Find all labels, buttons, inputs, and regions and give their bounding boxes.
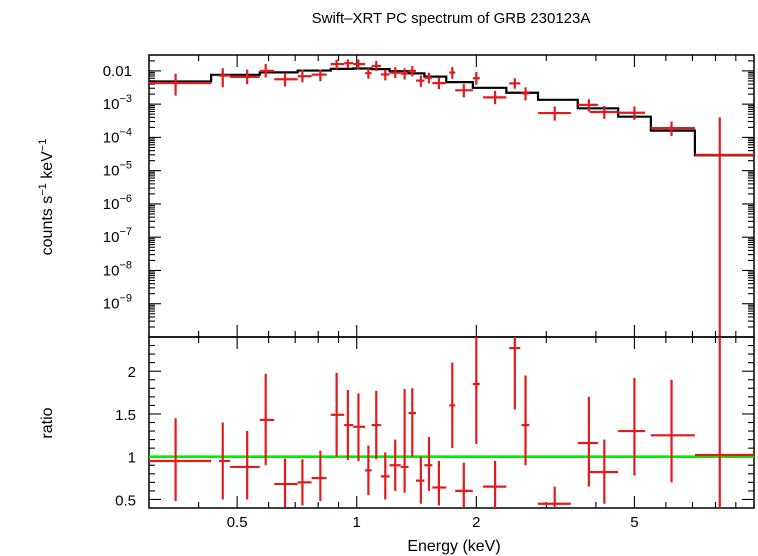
spectrum-y-tick-label: 10−3 [103,93,132,113]
ratio-data-point [230,431,260,500]
spectrum-data-point [274,73,298,87]
spectrum-y-tick-label: 10−7 [103,226,132,246]
spectrum-y-tick-label: 10−9 [103,293,132,313]
ratio-y-tick-label: 1.5 [115,407,136,424]
spectrum-data-point [149,73,212,96]
spectrum-data-point [455,84,473,98]
ratio-data-point [424,437,433,491]
ratio-data-point [365,445,372,496]
ratio-y-axis-label: ratio [39,407,56,438]
x-tick-label: 2 [472,514,480,531]
ratio-data-point [274,458,298,508]
spectrum-data-point [408,66,417,77]
spectrum-y-axis-label: counts s−1 keV−1 [37,139,56,256]
spectrum-y-tick-label: 0.01 [103,63,132,80]
x-tick-label: 0.5 [227,514,248,531]
spectrum-data-point [311,69,327,82]
ratio-data-point [618,378,646,476]
spectrum-data-point [365,68,372,79]
ratio-data-point [416,456,425,504]
spectrum-data-point [416,75,425,87]
spectrum-data-point [449,67,456,79]
x-axis-label: Energy (keV) [407,538,500,555]
spectrum-panel-frame [148,54,755,338]
ratio-data-point [432,460,447,506]
spectrum-data-point [389,67,401,79]
spectrum-data-point [618,106,646,120]
spectrum-data-point [509,78,521,89]
ratio-data-point [259,373,275,466]
ratio-data-point [483,460,507,508]
ratio-data-point [521,375,530,466]
ratio-data-point [149,418,212,502]
ratio-data-point [455,462,473,508]
spectrum-data-point [344,59,354,69]
spectrum-data-point [521,87,530,101]
spectrum-data-point [472,71,480,85]
ratio-data-point [311,450,327,502]
ratio-data-point [694,337,754,508]
spectrum-data-point [371,60,381,72]
x-tick-label: 1 [353,514,361,531]
ratio-data-point [380,452,390,500]
spectrum-data-point [424,72,433,84]
spectrum-y-tick-label: 10−5 [103,160,132,180]
ratio-data-point [389,439,401,491]
ratio-panel: 0.5 1 2 5 0.5 1 1.5 2 [115,336,755,531]
spectrum-data-point [297,69,312,83]
chart-title: Swift–XRT PC spectrum of GRB 230123A [312,10,591,27]
spectrum-data-point [330,59,345,70]
ratio-data-point [650,379,695,483]
ratio-data-point [449,362,456,449]
spectrum-y-tick-label: 10−4 [103,126,132,146]
ratio-y-tick-label: 0.5 [115,492,136,509]
x-tick-label: 5 [630,514,638,531]
ratio-data-point [577,396,599,487]
spectrum-data-point [230,69,260,85]
spectrum-y-tick-label: 10−6 [103,193,132,213]
spectrum-data-point [353,59,366,70]
ratio-data-point [371,390,381,460]
model-step-line [149,67,754,157]
spectrum-data-point [259,64,275,78]
ratio-data-point [538,486,571,508]
spectrum-data-point [380,69,390,81]
ratio-data-point [400,389,409,493]
ratio-data-point [589,439,619,504]
spectrum-data-point [400,68,409,80]
spectrum-data-point [538,106,571,121]
ratio-data-point [330,372,345,457]
spectrum-panel: 0.01 10−3 10−4 10−5 10−6 10−7 10−8 10−9 [103,54,755,508]
ratio-data-point [408,388,417,457]
ratio-y-tick-label: 1 [128,450,136,467]
ratio-data-point [218,422,231,500]
ratio-data-point [353,393,366,461]
ratio-y-tick-label: 2 [128,364,136,381]
spectrum-data-point [694,117,754,337]
ratio-data-point [509,337,521,410]
ratio-data-point [472,337,480,444]
spectrum-data-point [432,77,447,90]
ratio-data-point [344,390,354,461]
spectrum-data-point [589,105,619,119]
ratio-data-point [297,459,312,506]
spectrum-y-tick-label: 10−8 [103,259,132,279]
spectrum-data-point [218,68,231,88]
spectrum-data-point [577,99,599,112]
spectrum-data-point [483,90,507,105]
spectrum-data-point [650,121,695,137]
